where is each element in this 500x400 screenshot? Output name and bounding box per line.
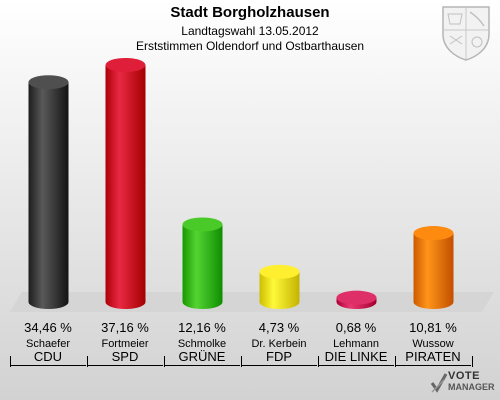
party-label: DIE LINKE (318, 349, 394, 366)
bar-body (105, 65, 146, 310)
candidate-label: Dr. Kerbein (251, 338, 307, 350)
bar-cap (413, 226, 454, 241)
axis-separator (164, 356, 165, 367)
axis-separator (241, 356, 242, 367)
bar-cdu (28, 75, 69, 309)
bar-body (413, 233, 454, 310)
bar-cap (182, 217, 223, 232)
value-label: 12,16 % (178, 320, 226, 335)
party-label: FDP (241, 349, 317, 366)
axis-separator (87, 356, 88, 367)
axis-separator (10, 356, 11, 367)
party-label: PIRATEN (395, 349, 471, 366)
chart-subtitle-2: Erststimmen Oldendorf und Ostbarthausen (135, 39, 365, 53)
value-label: 37,16 % (101, 320, 149, 335)
checkmark-icon (430, 373, 448, 393)
axis-separator (395, 356, 396, 367)
axis-separator (472, 356, 473, 367)
axis-separator (318, 356, 319, 367)
candidate-label: Wussow (412, 338, 454, 350)
value-label: 10,81 % (409, 320, 457, 335)
chart-subtitle: Landtagswahl 13.05.2012 (181, 24, 319, 38)
bar-body (182, 224, 223, 310)
party-label: CDU (10, 349, 86, 366)
value-label: 0,68 % (335, 320, 377, 335)
bar-cap (336, 290, 377, 305)
coat-of-arms-icon (442, 6, 490, 61)
bar-cap (105, 58, 146, 72)
bar-cap (259, 264, 300, 279)
bar-fdp (259, 264, 300, 310)
bar-gr-ne (182, 217, 223, 310)
value-label: 34,46 % (24, 320, 72, 335)
bar-body (28, 82, 69, 309)
party-label: GRÜNE (164, 349, 240, 366)
candidate-label: Schmolke (177, 338, 227, 350)
bar-spd (105, 58, 146, 310)
logo-text-manager: MANAGER (448, 382, 495, 392)
bar-cap (28, 75, 69, 90)
candidate-label: Schaefer (25, 338, 71, 350)
logo-text-vote: VOTE (448, 370, 480, 382)
chart-title: Stadt Borgholzhausen (170, 4, 330, 21)
candidate-label: Lehmann (333, 338, 379, 350)
candidate-label: Fortmeier (101, 338, 149, 350)
vote-manager-logo: VOTE MANAGER (430, 368, 496, 398)
bar-body (259, 271, 300, 310)
party-label: SPD (87, 349, 163, 366)
value-label: 4,73 % (258, 320, 300, 335)
bar-piraten (413, 226, 454, 310)
bar-die-linke (336, 290, 377, 310)
